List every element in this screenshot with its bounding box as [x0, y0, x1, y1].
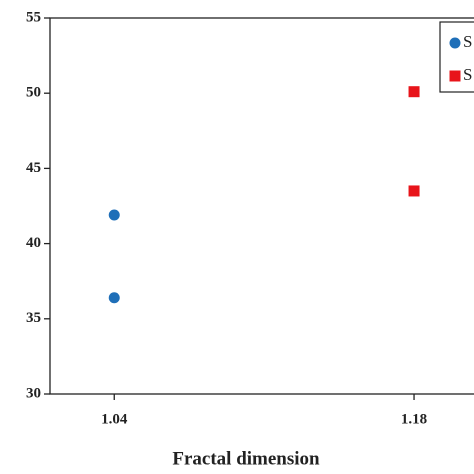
plot-frame	[49, 17, 474, 395]
y-tick-label: 35	[26, 310, 41, 326]
legend-marker	[449, 70, 461, 82]
legend-marker	[449, 37, 461, 49]
legend-label: S	[463, 32, 472, 51]
legend-label: S	[463, 65, 472, 84]
data-point	[408, 185, 420, 197]
y-tick-label: 30	[26, 385, 41, 401]
y-tick-label: 40	[26, 235, 41, 251]
data-point	[108, 292, 120, 304]
x-tick-label: 1.04	[101, 411, 128, 427]
x-tick-label: 1.18	[401, 411, 427, 427]
data-point	[108, 209, 120, 221]
data-point	[408, 86, 420, 98]
y-tick-label: 55	[26, 9, 41, 25]
y-tick-label: 50	[26, 85, 41, 101]
x-axis-label: Fractal dimension	[172, 448, 320, 469]
y-tick-label: 45	[26, 160, 41, 176]
